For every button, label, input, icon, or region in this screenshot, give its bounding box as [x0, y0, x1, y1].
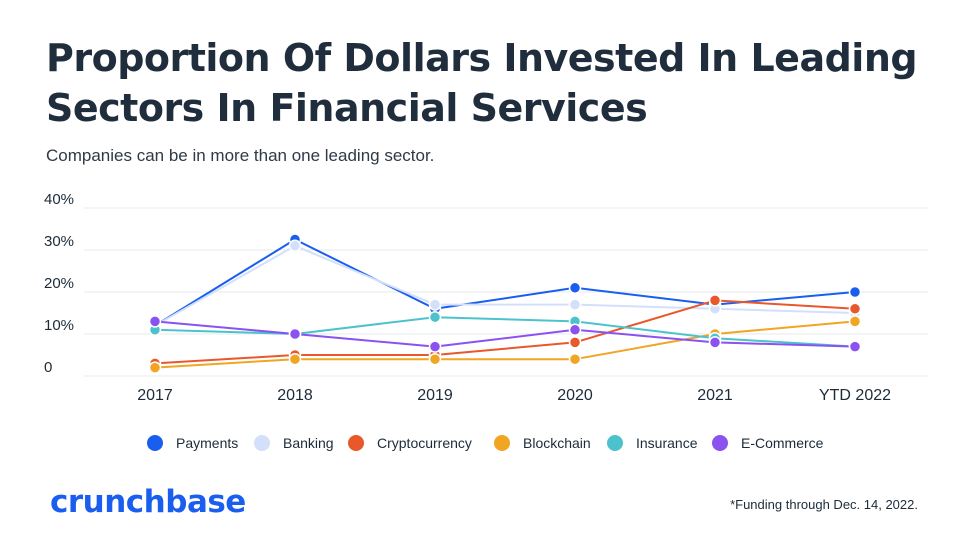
data-point [568, 323, 582, 337]
data-point [708, 294, 722, 307]
data-point [568, 298, 582, 311]
x-tick-label: YTD 2022 [819, 387, 891, 404]
y-tick-label: 20% [44, 275, 74, 292]
series-line [154, 238, 856, 327]
series-line [154, 320, 856, 369]
data-point [848, 315, 862, 328]
legend-label: E-Commerce [741, 435, 824, 451]
chart-title: Proportion Of Dollars Invested In Leadin… [46, 36, 918, 130]
x-tick-label: 2017 [137, 387, 173, 404]
chart-subtitle: Companies can be in more than one leadin… [46, 146, 435, 165]
data-point [428, 340, 442, 353]
y-tick-label: 0 [44, 359, 52, 376]
data-point [428, 310, 442, 324]
legend-marker [607, 435, 623, 451]
legend-label: Insurance [636, 435, 698, 451]
x-tick-label: 2019 [417, 387, 453, 404]
data-point [568, 336, 582, 349]
data-point [288, 327, 302, 341]
series-line [154, 320, 856, 348]
footnote: *Funding through Dec. 14, 2022. [730, 497, 918, 512]
y-tick-label: 10% [44, 317, 74, 334]
legend-label: Payments [176, 435, 238, 451]
data-point [428, 298, 442, 311]
series-line [154, 244, 856, 327]
data-point [568, 281, 582, 295]
data-point [148, 361, 162, 374]
data-point [148, 315, 162, 328]
data-point [288, 239, 302, 253]
x-tick-label: 2018 [277, 387, 313, 404]
legend-label: Blockchain [523, 435, 591, 451]
legend-label: Cryptocurrency [377, 435, 472, 451]
y-tick-label: 40% [44, 191, 74, 208]
x-tick-label: 2021 [697, 387, 733, 404]
crunchbase-logo: crunchbase [50, 484, 246, 520]
data-point [708, 336, 722, 349]
legend-marker [494, 435, 510, 451]
legend-label: Banking [283, 435, 334, 451]
data-point [848, 285, 862, 299]
data-point [288, 352, 302, 366]
y-tick-label: 30% [44, 233, 74, 250]
data-point [848, 302, 862, 316]
legend-marker [712, 435, 728, 451]
data-point [848, 340, 862, 353]
series-line [154, 316, 856, 348]
series-line [154, 299, 856, 365]
legend-marker [254, 435, 270, 451]
legend-marker [348, 435, 364, 451]
data-point [428, 352, 442, 366]
x-tick-label: 2020 [557, 387, 593, 404]
data-point [568, 352, 582, 366]
legend-marker [147, 435, 163, 451]
